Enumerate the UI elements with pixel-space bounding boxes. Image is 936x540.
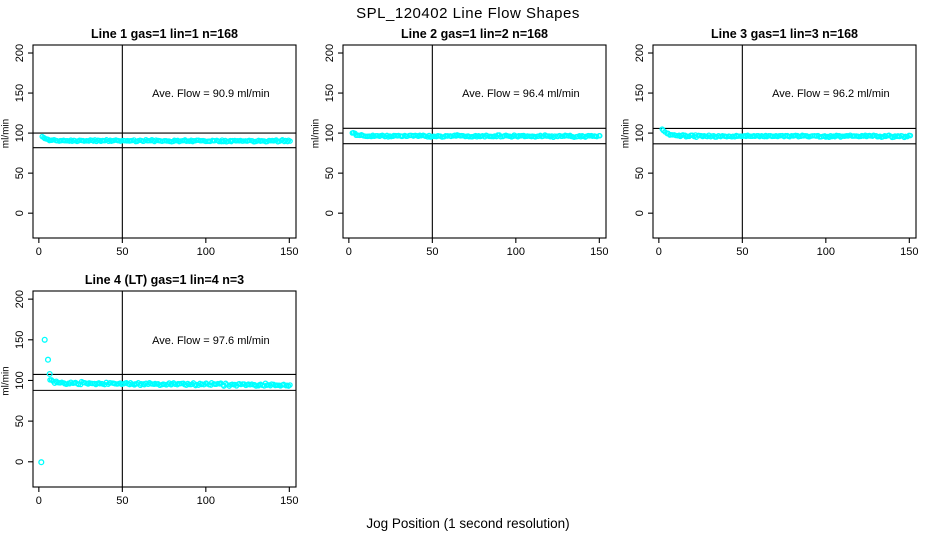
tick-marks: 0 50 100 150 0 50 100 150 200 xyxy=(634,44,919,258)
plot-box xyxy=(32,44,297,239)
y-tick-label: 0 xyxy=(634,210,646,216)
y-tick-label: 100 xyxy=(14,124,26,142)
x-tick-label: 50 xyxy=(116,495,128,507)
plot-box xyxy=(652,44,917,239)
plot-box xyxy=(32,290,297,488)
y-tick-label: 200 xyxy=(14,44,26,62)
average-flow-annotation: Ave. Flow = 96.2 ml/min xyxy=(772,88,889,100)
y-tick-label: 150 xyxy=(14,84,26,102)
panel-3-plot: Line 3 gas=1 lin=3 n=168 0 50 100 150 0 50 100 1… xyxy=(621,27,919,258)
y-tick-label: 0 xyxy=(14,210,26,216)
y-tick-label: 150 xyxy=(634,84,646,102)
figure-title: SPL_120402 Line Flow Shapes xyxy=(356,5,580,22)
panel-1-plot: Line 1 gas=1 lin=1 n=168 0 50 100 150 0 50 100 1… xyxy=(1,27,299,258)
y-tick-label: 200 xyxy=(14,290,26,308)
average-flow-annotation: Ave. Flow = 96.4 ml/min xyxy=(462,88,579,100)
y-tick-label: 0 xyxy=(14,459,26,465)
outlier-point xyxy=(46,370,53,378)
x-tick-label: 150 xyxy=(280,495,298,507)
panel-title: Line 4 (LT) gas=1 lin=4 n=3 xyxy=(85,273,244,287)
panel-2-plot: Line 2 gas=1 lin=2 n=168 0 50 100 150 0 50 100 1… xyxy=(311,27,609,258)
x-tick-label: 0 xyxy=(656,246,662,258)
plot-box xyxy=(342,44,607,239)
y-tick-label: 50 xyxy=(14,415,26,427)
data-points xyxy=(349,130,603,141)
y-tick-label: 50 xyxy=(324,167,336,179)
axes xyxy=(32,290,297,488)
outlier-point xyxy=(38,459,45,466)
y-tick-label: 200 xyxy=(634,44,646,62)
x-tick-label: 100 xyxy=(817,246,835,258)
y-axis-label: ml/min xyxy=(311,119,322,148)
x-tick-label: 100 xyxy=(197,246,215,258)
axes xyxy=(652,44,917,239)
x-tick-label: 0 xyxy=(36,495,42,507)
y-tick-label: 0 xyxy=(324,210,336,216)
average-flow-annotation: Ave. Flow = 97.6 ml/min xyxy=(152,335,269,347)
data-points xyxy=(659,126,914,141)
x-tick-label: 150 xyxy=(900,246,918,258)
x-tick-label: 150 xyxy=(280,246,298,258)
x-tick-label: 50 xyxy=(426,246,438,258)
data-points xyxy=(39,133,293,145)
y-axis-label: ml/min xyxy=(1,366,12,395)
x-axis-label: Jog Position (1 second resolution) xyxy=(366,516,570,531)
y-tick-label: 50 xyxy=(14,167,26,179)
y-axis-label: ml/min xyxy=(1,119,12,148)
outlier-point xyxy=(44,356,52,363)
average-flow-annotation: Ave. Flow = 90.9 ml/min xyxy=(152,88,269,100)
y-tick-label: 200 xyxy=(324,44,336,62)
panel-title: Line 1 gas=1 lin=1 n=168 xyxy=(91,27,238,41)
tick-marks: 0 50 100 150 0 50 100 150 200 xyxy=(14,290,299,507)
y-tick-label: 100 xyxy=(324,124,336,142)
y-tick-label: 100 xyxy=(634,124,646,142)
x-tick-label: 50 xyxy=(736,246,748,258)
y-tick-label: 150 xyxy=(324,84,336,102)
x-tick-label: 0 xyxy=(36,246,42,258)
tick-marks: 0 50 100 150 0 50 100 150 200 xyxy=(14,44,299,258)
x-tick-label: 150 xyxy=(590,246,608,258)
panel-title: Line 2 gas=1 lin=2 n=168 xyxy=(401,27,548,41)
y-tick-label: 100 xyxy=(14,371,26,389)
panel-title: Line 3 gas=1 lin=3 n=168 xyxy=(711,27,858,41)
axes xyxy=(342,44,607,239)
tick-marks: 0 50 100 150 0 50 100 150 200 xyxy=(324,44,609,258)
x-tick-label: 100 xyxy=(507,246,525,258)
x-tick-label: 0 xyxy=(346,246,352,258)
y-tick-label: 50 xyxy=(634,167,646,179)
y-axis-label: ml/min xyxy=(621,119,632,148)
y-tick-label: 150 xyxy=(14,331,26,349)
panel-4-plot: Line 4 (LT) gas=1 lin=4 n=3 0 50 100 150 0 50 1… xyxy=(1,273,299,507)
outlier-point xyxy=(41,336,48,343)
x-tick-label: 100 xyxy=(197,495,215,507)
x-tick-label: 50 xyxy=(116,246,128,258)
data-points xyxy=(38,336,293,466)
